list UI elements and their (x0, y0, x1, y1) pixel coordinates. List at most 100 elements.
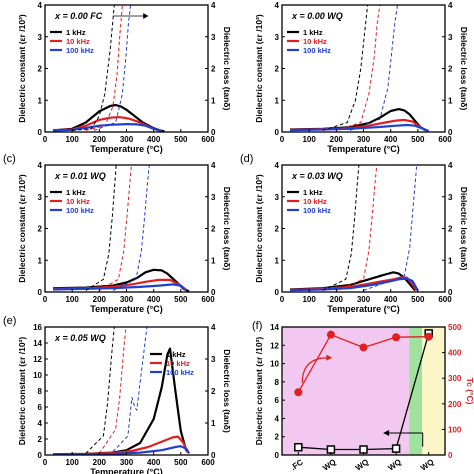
y-tick-label: 4 (38, 419, 43, 428)
x-tick-label: 0 (280, 135, 285, 144)
series-loss-100-khz (349, 5, 398, 131)
y-tick-label: 1 (275, 96, 280, 105)
x-tick-label: 100 (302, 295, 316, 304)
panel-f: 0 2 4 6 8 10 12 14 0 100 200 300 400 500 .FC WQ WQ WQ WQ Di… (252, 320, 474, 473)
x-tick-label: 200 (93, 135, 107, 144)
legend-label: 10 kHz (303, 197, 327, 206)
data-point-square (359, 445, 368, 454)
data-point-circle (326, 330, 335, 339)
x-tick-label: 200 (330, 135, 344, 144)
y-tick-label: 2 (275, 65, 280, 74)
y-tick-label: 14 (33, 339, 42, 348)
y2-tick-label: 500 (448, 323, 462, 332)
series-loss-10-khz (336, 165, 378, 291)
background-region (422, 327, 445, 455)
plot-frame (44, 326, 209, 456)
y-tick-label: 2 (38, 225, 43, 234)
y2-axis-label: Dielectric loss (tanδ) (222, 349, 232, 433)
y2-tick-label: 3 (211, 193, 216, 202)
y-tick-label: 1 (38, 96, 43, 105)
x-tick-label: 100 (65, 458, 79, 467)
data-point-square (391, 444, 401, 453)
series-loss-10-khz (98, 327, 127, 454)
y-tick-label: 0 (38, 128, 43, 137)
y2-tick-label: 1 (448, 256, 453, 265)
panel-e: 0 100 200 300 400 500 600024681012141601234Tem… (3, 315, 232, 474)
legend-label: 1 kHz (66, 28, 86, 37)
x-tick-label: 600 (201, 295, 215, 304)
series-constant-100-khz (290, 123, 430, 132)
y-tick-label: 12 (33, 355, 42, 364)
y2-tick-label: 4 (211, 323, 216, 332)
y-tick-label: 3 (275, 193, 280, 202)
category-label: WQ (354, 457, 370, 472)
x-tick-label: 300 (357, 295, 371, 304)
x-tick-label: 0 (43, 458, 48, 467)
series-constant-100-khz (53, 445, 190, 455)
background-region (409, 327, 423, 455)
y2-tick-label: 0 (448, 451, 453, 460)
y-axis-label: Dielectric constant (εr /10³) (254, 14, 264, 123)
y-tick-label: 0 (275, 128, 280, 137)
y-tick-label: 2 (275, 433, 280, 442)
panel-title: x = 0.01 WQ (54, 171, 106, 181)
panel-b: 0 100 200 300 400 500 6000123401234Temperature… (254, 1, 469, 154)
y-tick-label: 10 (33, 371, 42, 380)
x-tick-label: 400 (147, 135, 161, 144)
x-tick-label: 0 (43, 135, 48, 144)
y-tick-label: 14 (270, 323, 279, 332)
series-loss-100-khz (93, 5, 132, 131)
data-point-square (294, 442, 303, 452)
y-tick-label: 0 (38, 451, 43, 460)
series-loss-10-khz (85, 5, 123, 131)
series-loss-1-khz (322, 5, 369, 131)
data-point-circle (424, 332, 433, 341)
legend-label: 10 kHz (66, 197, 90, 206)
y-tick-label: 2 (275, 225, 280, 234)
y2-tick-label: 100 (448, 425, 462, 434)
legend-label: 100 kHz (66, 46, 94, 55)
category-label: .FC (289, 457, 305, 472)
y2-tick-label: 0 (448, 288, 453, 297)
y2-tick-label: 4 (211, 161, 216, 170)
y-tick-label: 3 (275, 33, 280, 42)
y-tick-label: 3 (38, 33, 43, 42)
panel-title: x = 0.00 FC (54, 11, 103, 21)
x-tick-label: 200 (330, 295, 344, 304)
x-tick-label: 300 (357, 135, 371, 144)
data-point-circle (359, 343, 368, 352)
y2-tick-label: 3 (448, 33, 453, 42)
y-tick-label: 16 (33, 323, 42, 332)
y2-tick-label: 3 (448, 193, 453, 202)
y-tick-label: 12 (270, 341, 279, 350)
plot-frame (44, 164, 209, 293)
x-tick-label: 0 (280, 295, 285, 304)
x-axis-label: Temperature (°C) (90, 304, 162, 314)
x-tick-label: 600 (438, 295, 452, 304)
panel-title: x = 0.03 WQ (291, 171, 343, 181)
series-group (290, 165, 419, 292)
series-loss-1-khz (72, 5, 115, 131)
x-tick-label: 100 (65, 135, 79, 144)
legend-label: 1 kHz (303, 188, 323, 197)
y2-tick-label: 0 (211, 451, 216, 460)
y2-tick-label: 1 (211, 96, 216, 105)
x-tick-label: 400 (384, 295, 398, 304)
y2-tick-label: 300 (448, 374, 462, 383)
panel-label: (e) (3, 315, 16, 327)
x-axis-label: Temperature (°C) (327, 144, 399, 154)
y-tick-label: 1 (38, 256, 43, 265)
y-axis-label: Dielectric constant (εr /10³) (17, 337, 27, 446)
legend-label: 10 kHz (166, 359, 190, 368)
y2-tick-label: 0 (211, 128, 216, 137)
y2-tick-label: 1 (211, 256, 216, 265)
y2-tick-label: 2 (448, 65, 453, 74)
y2-tick-label: 4 (448, 1, 453, 10)
x-tick-label: 200 (93, 458, 107, 467)
x-tick-label: 100 (65, 295, 79, 304)
x-axis-label: Temperature (°C) (90, 467, 162, 474)
y2-tick-label: 0 (448, 128, 453, 137)
y-tick-label: 6 (38, 403, 43, 412)
y2-tick-label: 200 (448, 400, 462, 409)
x-tick-label: 400 (147, 458, 161, 467)
